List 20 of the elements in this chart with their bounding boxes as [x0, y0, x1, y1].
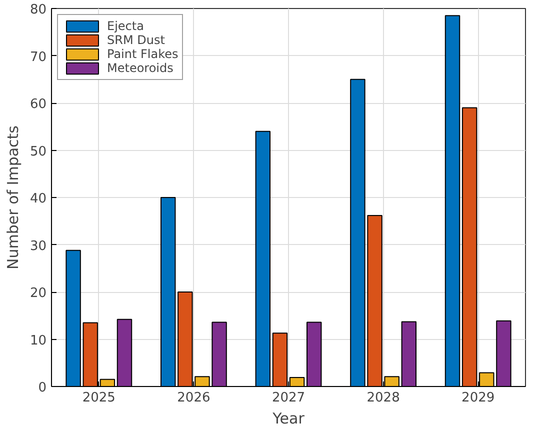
x-tick-label: 2029: [462, 390, 495, 406]
x-tick-label: 2026: [177, 390, 210, 406]
legend-label: Meteoroids: [107, 61, 174, 75]
x-axis-title: Year: [272, 410, 306, 428]
legend-label: SRM Dust: [107, 33, 165, 47]
y-tick-label: 50: [30, 144, 47, 160]
y-axis-title: Number of Impacts: [4, 125, 22, 270]
legend-label: Paint Flakes: [107, 47, 178, 61]
x-tick-label: 2027: [272, 390, 306, 406]
y-tick-label: 40: [30, 192, 47, 206]
y-tick-label: 70: [30, 50, 47, 65]
y-tick-label: 30: [30, 238, 47, 254]
y-tick-label: 60: [30, 97, 47, 112]
legend-label: Ejecta: [107, 19, 144, 33]
x-tick-label: 2028: [366, 390, 400, 406]
y-tick-label: 80: [30, 2, 47, 18]
y-tick-label: 10: [30, 333, 47, 348]
x-tick-label: 2025: [82, 390, 116, 406]
y-tick-label: 0: [38, 380, 47, 396]
y-tick-label: 20: [30, 286, 47, 301]
